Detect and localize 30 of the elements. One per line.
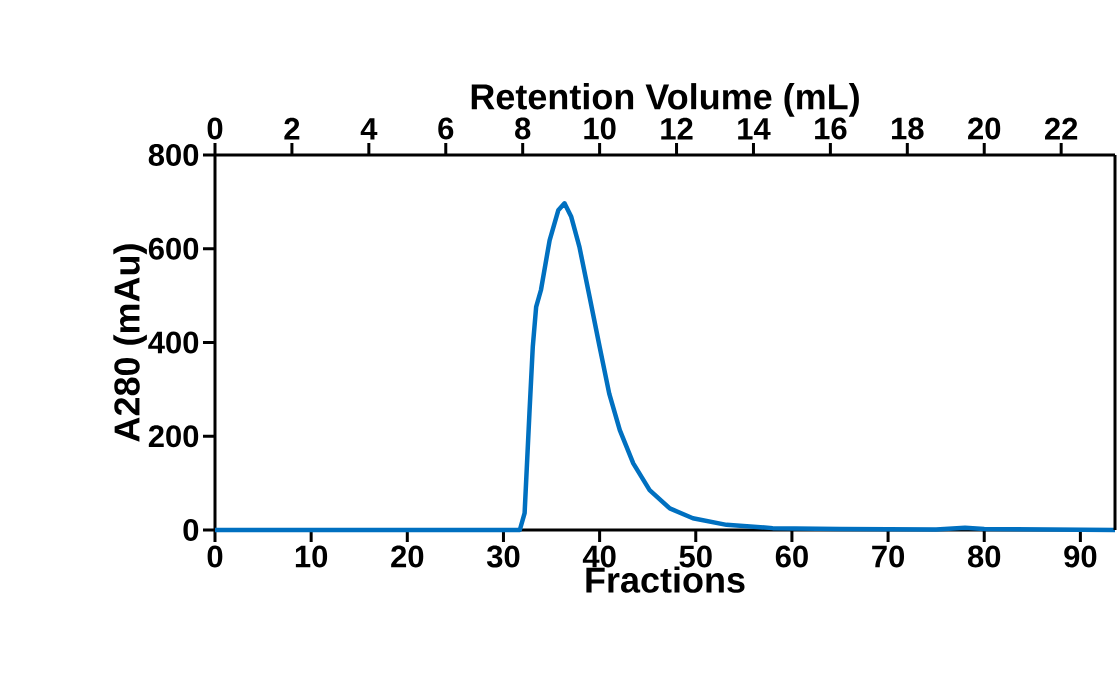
x-tick-label: 60 bbox=[775, 545, 808, 568]
x-tick-label: 40 bbox=[582, 545, 616, 568]
x-tick-label: 90 bbox=[1064, 545, 1097, 568]
x-axis-title: Fractions bbox=[586, 566, 745, 593]
x-tick-label: 70 bbox=[872, 545, 905, 568]
x-tick-label: 50 bbox=[679, 545, 712, 568]
x2-tick-label: 14 bbox=[738, 118, 771, 140]
y-tick-label: 400 bbox=[148, 331, 199, 354]
x2-tick-label: 18 bbox=[892, 117, 924, 140]
x-tick-label: 0 bbox=[207, 545, 223, 568]
x2-axis-title: Retention Volume (mL) bbox=[471, 83, 859, 117]
x2-tick-label: 12 bbox=[661, 117, 693, 140]
x2-tick-label: 6 bbox=[438, 117, 454, 140]
x2-tick-label: 2 bbox=[284, 117, 300, 140]
y-tick-label: 600 bbox=[148, 237, 199, 260]
y-tick-label: 800 bbox=[148, 144, 199, 166]
x2-tick-label: 4 bbox=[360, 118, 378, 140]
x2-tick-label: 20 bbox=[968, 117, 1001, 140]
x-tick-label: 30 bbox=[486, 545, 520, 568]
y-axis-title: A280 (mAu) bbox=[113, 244, 147, 442]
x2-tick-label: 0 bbox=[207, 117, 223, 140]
x2-tick-label: 8 bbox=[515, 117, 531, 140]
x-tick-label: 10 bbox=[295, 545, 328, 568]
y-tick-label: 200 bbox=[148, 425, 199, 448]
x2-tick-label: 16 bbox=[815, 117, 847, 140]
x2-tick-label: 22 bbox=[1045, 117, 1078, 140]
x-tick-label: 20 bbox=[391, 545, 424, 568]
x-tick-label: 80 bbox=[967, 545, 1001, 568]
x2-tick-label: 10 bbox=[584, 117, 616, 140]
y-tick-label: 0 bbox=[183, 519, 199, 541]
